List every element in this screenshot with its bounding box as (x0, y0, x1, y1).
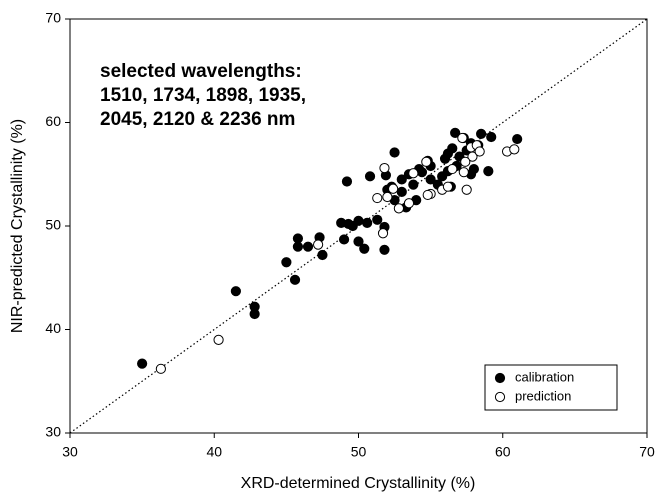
x-tick-label: 60 (495, 444, 511, 460)
x-tick-label: 40 (206, 444, 222, 460)
y-tick-label: 60 (45, 113, 61, 129)
point (512, 133, 523, 145)
point (483, 166, 494, 177)
point (416, 167, 428, 178)
point (377, 228, 389, 239)
point (486, 131, 497, 143)
point (403, 198, 415, 209)
point (422, 189, 433, 201)
point (364, 171, 376, 182)
point (362, 217, 373, 228)
point (442, 181, 454, 192)
point (137, 358, 148, 369)
y-tick-label: 50 (45, 217, 61, 233)
y-tick-label: 30 (45, 424, 61, 440)
point (461, 184, 472, 195)
annotation: selected wavelengths: (100, 61, 302, 82)
point (292, 241, 304, 252)
legend-label: prediction (515, 388, 571, 403)
point (313, 239, 324, 250)
point (353, 236, 364, 247)
point (372, 214, 383, 225)
point (372, 192, 383, 204)
point (442, 148, 454, 159)
point (302, 241, 314, 252)
point (408, 168, 419, 179)
legend-marker (494, 391, 506, 403)
y-axis-label: NIR-predicted Crystallinity (%) (9, 119, 26, 333)
y-tick-label: 70 (45, 10, 61, 26)
x-tick-label: 30 (62, 444, 78, 460)
x-tick-label: 50 (351, 444, 367, 460)
point (353, 215, 364, 226)
point (379, 244, 390, 255)
point (467, 151, 478, 162)
point (447, 163, 458, 175)
x-tick-label: 70 (639, 444, 655, 460)
point (425, 174, 436, 185)
point (289, 274, 301, 285)
point (341, 176, 353, 187)
x-axis-label: XRD-determined Crystallinity (%) (241, 475, 476, 492)
point (382, 191, 393, 203)
point (393, 203, 404, 214)
legend-box (484, 364, 618, 411)
legend-marker (494, 372, 506, 384)
point (408, 179, 419, 190)
point (509, 144, 520, 155)
point (458, 167, 469, 178)
point (396, 186, 407, 197)
point (450, 127, 461, 138)
point (359, 243, 370, 254)
point (379, 162, 390, 174)
point (317, 249, 328, 261)
annotation: 1510, 1734, 1898, 1935, (100, 85, 306, 106)
y-tick-label: 40 (45, 320, 61, 336)
legend-label: calibration (515, 369, 574, 384)
point (421, 156, 432, 167)
annotation: 2045, 2120 & 2236 nm (100, 109, 295, 130)
point (474, 146, 485, 157)
point (155, 363, 166, 374)
point (388, 183, 399, 194)
point (281, 257, 292, 268)
point (457, 132, 468, 144)
point (230, 286, 241, 297)
point (396, 174, 407, 185)
point (213, 334, 224, 345)
point (249, 308, 260, 320)
point (476, 128, 487, 139)
point (460, 156, 471, 167)
point (338, 234, 350, 245)
point (389, 147, 400, 158)
